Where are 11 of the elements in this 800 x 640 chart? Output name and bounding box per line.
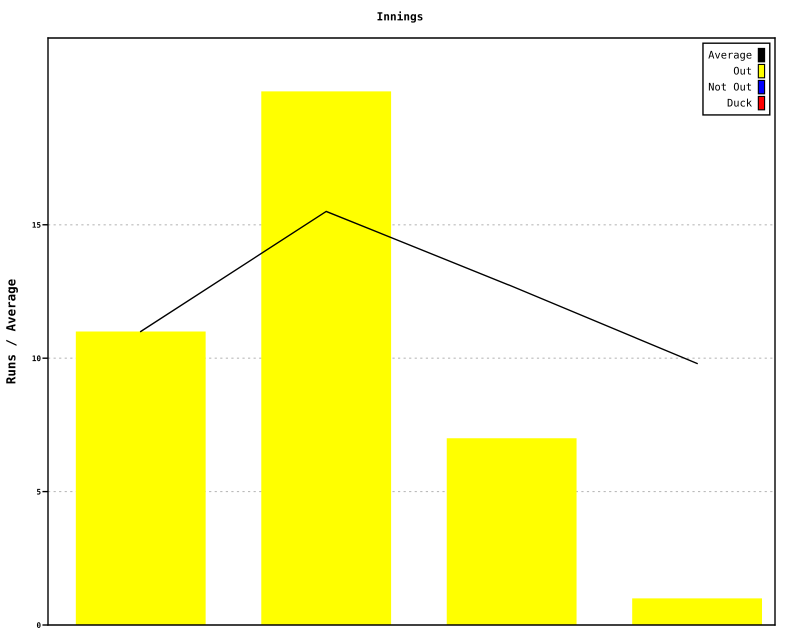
legend-label: Not Out	[708, 82, 752, 91]
legend-label: Duck	[728, 98, 752, 107]
legend-label: Out	[734, 66, 752, 75]
bar	[632, 598, 762, 625]
bar	[446, 438, 577, 625]
legend-label: Average	[708, 50, 752, 61]
bar	[261, 91, 392, 625]
y-axis-title: Runs / Average	[6, 279, 18, 384]
chart-title: Innings	[378, 11, 423, 23]
line-series	[140, 210, 698, 364]
bar	[76, 332, 206, 625]
